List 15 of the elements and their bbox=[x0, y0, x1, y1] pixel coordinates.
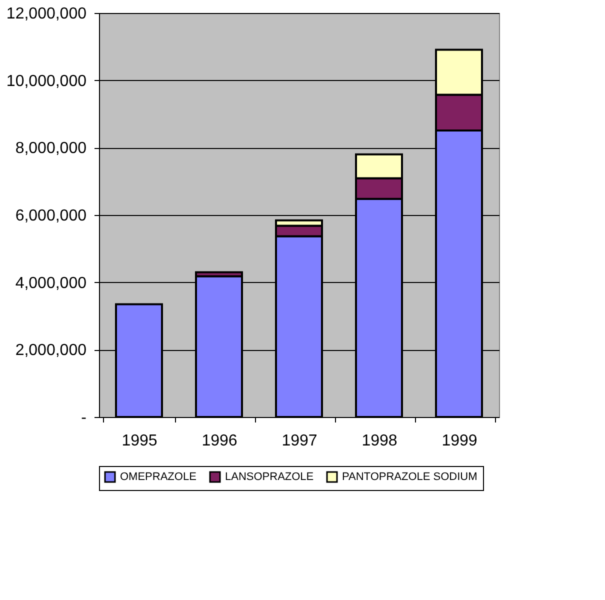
x-tick-label: 1996 bbox=[202, 432, 238, 450]
x-tick-label: 1995 bbox=[122, 432, 158, 450]
legend-label: OMEPRAZOLE bbox=[120, 471, 196, 483]
y-tick-label: 12,000,000 bbox=[6, 6, 87, 22]
legend-label: PANTOPRAZOLE SODIUM bbox=[342, 471, 478, 483]
x-tick-label: 1998 bbox=[362, 432, 398, 450]
legend-label: LANSOPRAZOLE bbox=[225, 471, 314, 483]
y-tick-label: 4,000,000 bbox=[15, 274, 87, 292]
y-tick-label: 6,000,000 bbox=[15, 208, 87, 224]
y-tick-label: 2,000,000 bbox=[15, 342, 87, 360]
y-tick-label: 8,000,000 bbox=[15, 140, 87, 158]
y-tick-label: 10,000,000 bbox=[6, 72, 87, 90]
x-tick-label: 1997 bbox=[282, 432, 318, 450]
y-tick-label: - bbox=[81, 410, 86, 426]
x-tick-label: 1999 bbox=[442, 432, 478, 450]
